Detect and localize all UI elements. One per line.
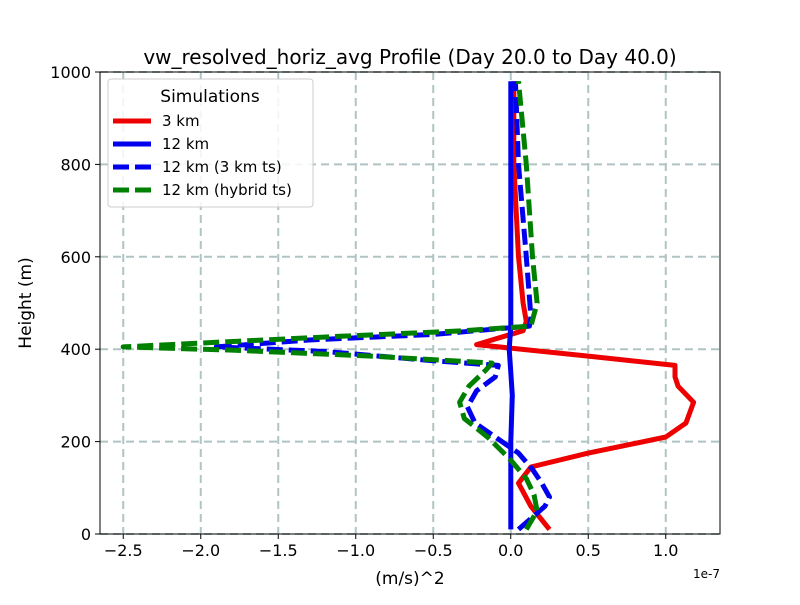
- series-group: [120, 80, 697, 532]
- legend: Simulations 3 km 12 km 12 km (3 km ts) 12 k…: [107, 78, 314, 208]
- x-axis-label: (m/s)^2: [375, 569, 444, 589]
- x-tick-label: 1.0: [653, 541, 678, 560]
- y-tick-label: 1000: [50, 63, 91, 82]
- legend-title: Simulations: [160, 87, 260, 107]
- legend-label: 3 km: [162, 112, 200, 130]
- y-tick-label: 400: [60, 340, 91, 359]
- series-line-4: [120, 80, 540, 531]
- legend-box: [107, 78, 314, 208]
- y-tick-label: 200: [60, 433, 91, 452]
- chart-title: vw_resolved_horiz_avg Profile (Day 20.0 …: [143, 45, 676, 69]
- series-line-2: [506, 81, 515, 530]
- x-tick-label: 0.5: [576, 541, 601, 560]
- x-tick-label: −0.5: [414, 541, 453, 560]
- x-tick-label: −2.0: [181, 541, 220, 560]
- x-tick-label: −1.0: [336, 541, 375, 560]
- y-tick-label: 0: [81, 525, 91, 544]
- legend-items: 3 km 12 km 12 km (3 km ts) 12 km (hybrid ts…: [113, 112, 292, 199]
- x-scale-note: 1e-7: [693, 567, 720, 581]
- legend-label: 12 km (hybrid ts): [162, 181, 292, 199]
- axis-ticks: −2.5 −2.0 −1.5 −1.0 −0.5 0.0 0.5 1.0 0 200 400 600 8…: [50, 63, 678, 560]
- x-tick-label: −2.5: [104, 541, 143, 560]
- x-tick-label: −1.5: [259, 541, 298, 560]
- plot-frame: [99, 71, 721, 535]
- legend-label: 12 km: [162, 135, 209, 153]
- y-tick-label: 800: [60, 155, 91, 174]
- x-tick-label: 0.0: [498, 541, 523, 560]
- legend-label: 12 km (3 km ts): [162, 158, 282, 176]
- y-tick-label: 600: [60, 248, 91, 267]
- y-axis-label: Height (m): [16, 257, 36, 348]
